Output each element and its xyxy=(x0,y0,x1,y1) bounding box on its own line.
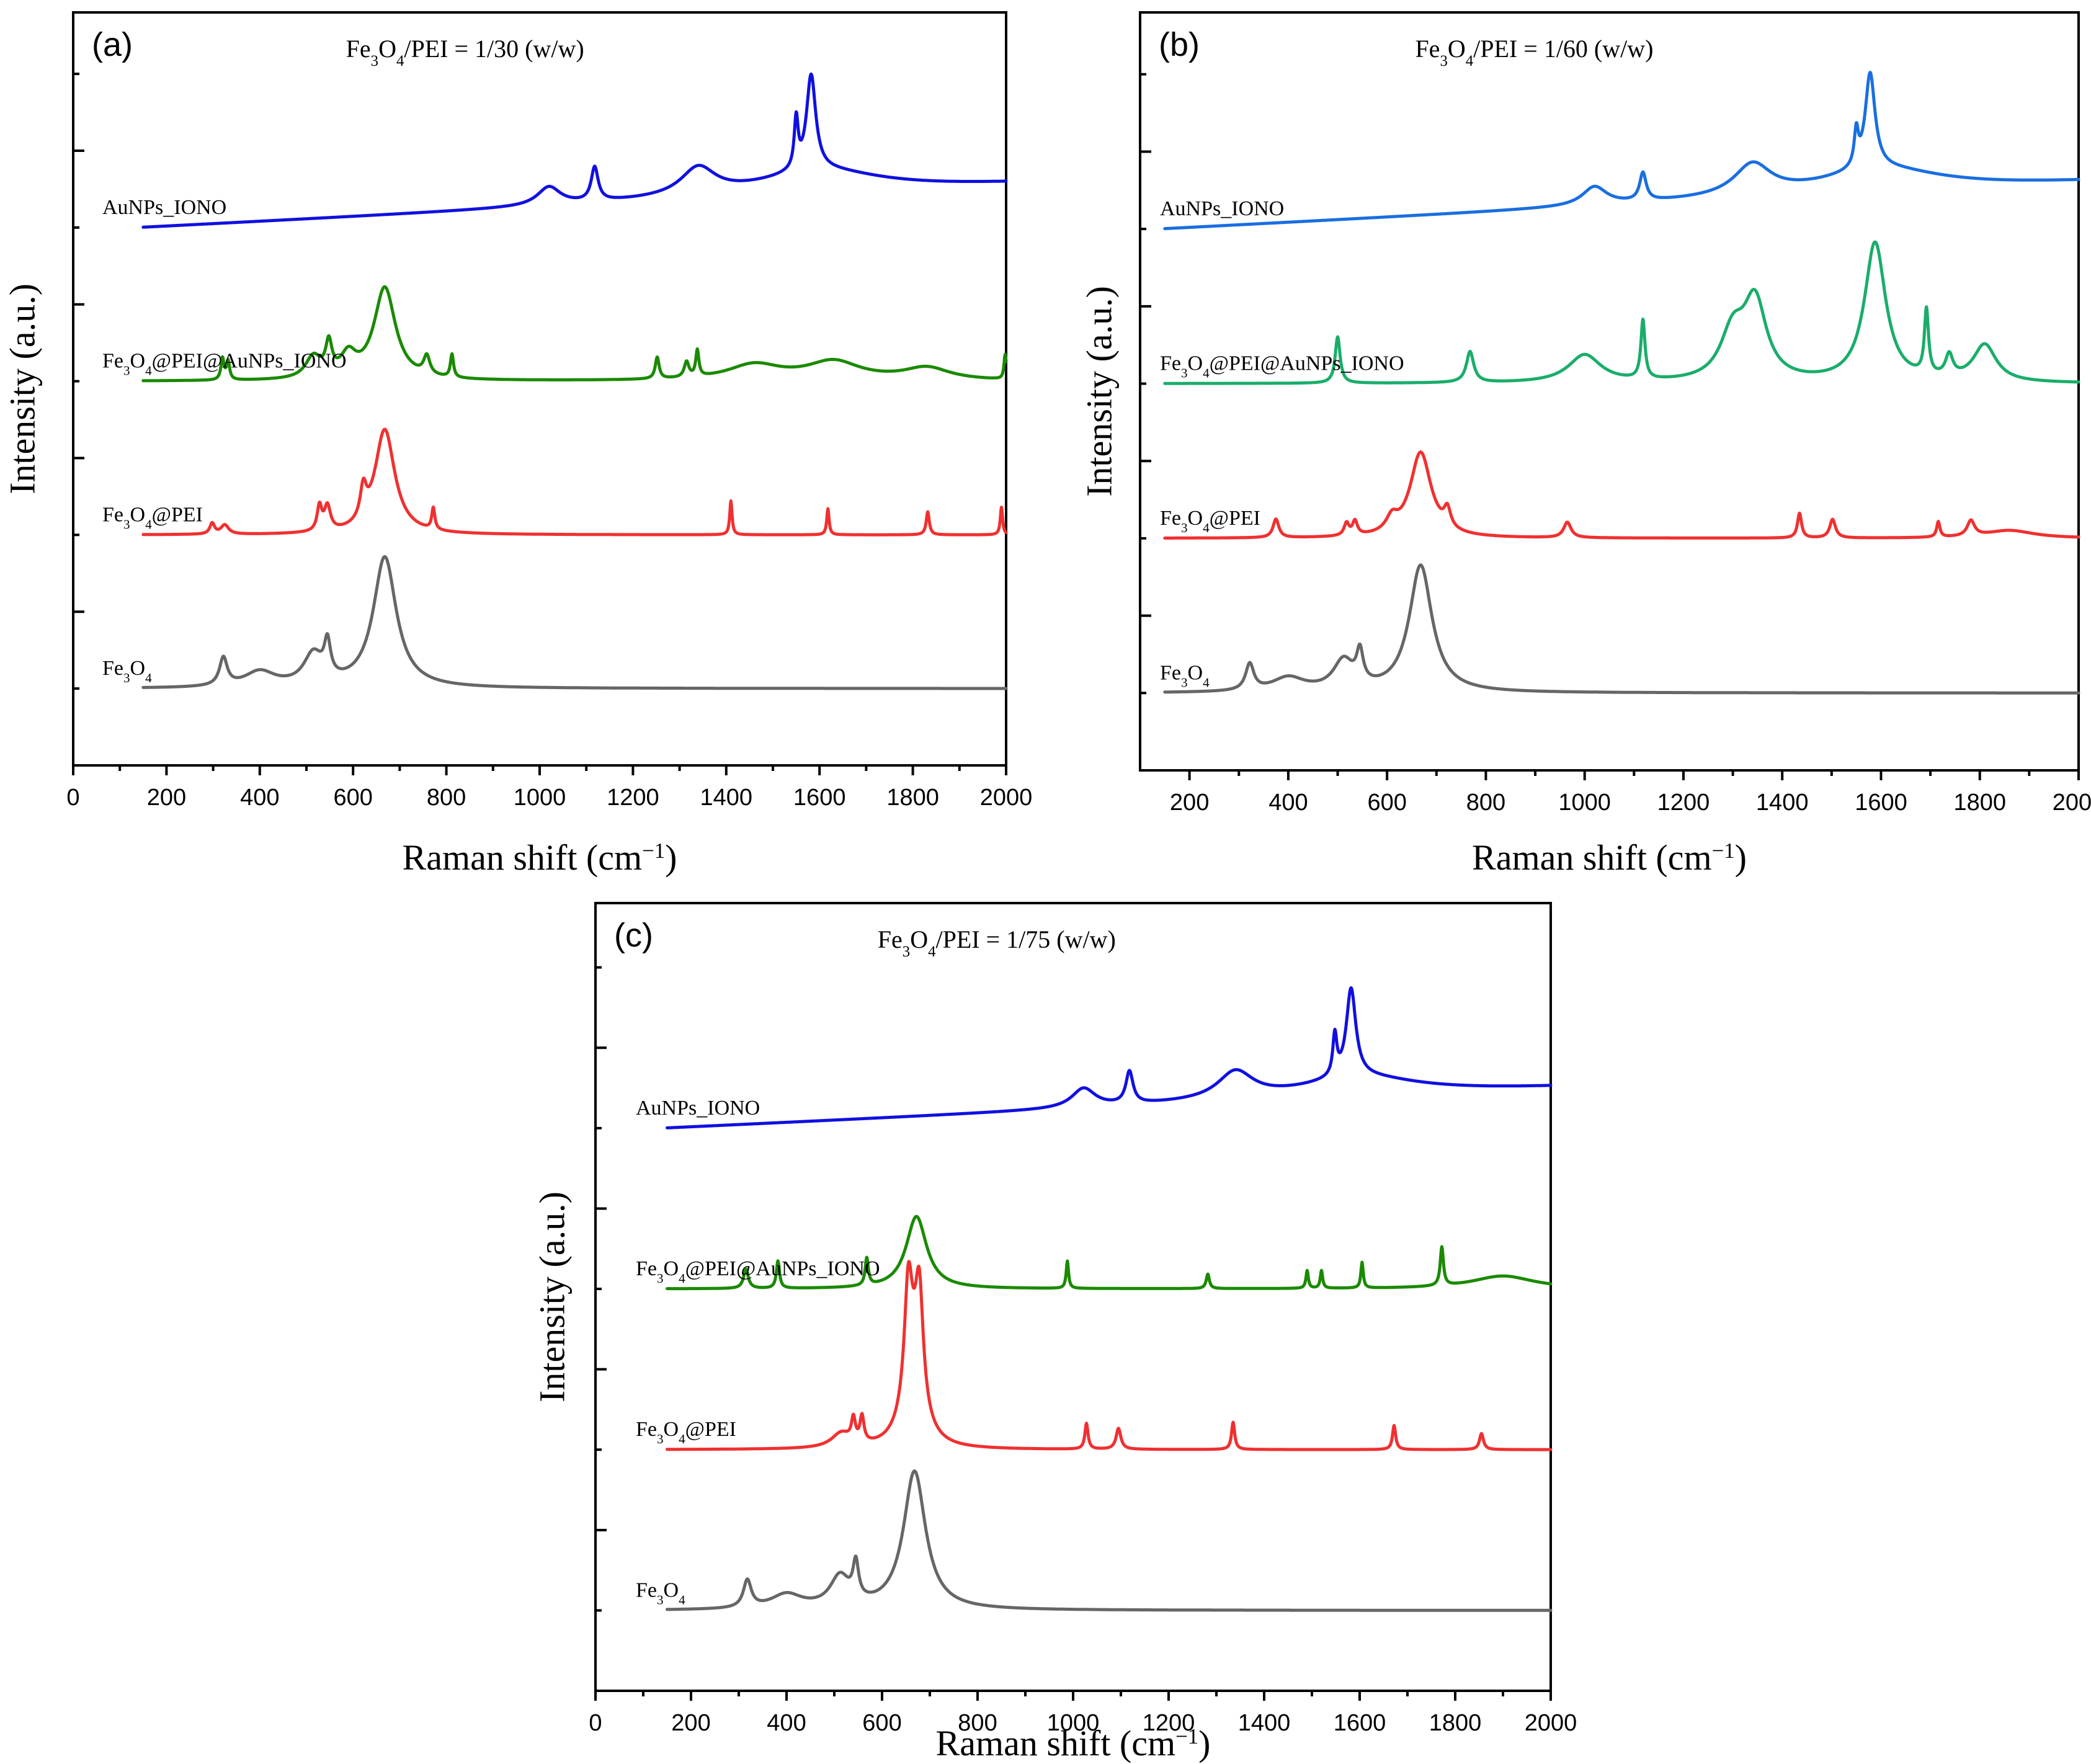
x-tick-label: 1400 xyxy=(700,785,753,811)
x-tick-label: 1200 xyxy=(1143,1710,1195,1736)
series-fe3o4-pei-aunps-iono xyxy=(1163,240,2080,385)
plot-frame xyxy=(1139,11,2080,772)
x-tick-label: 0 xyxy=(589,1710,602,1736)
x-tick-label: 200 xyxy=(1170,790,1209,816)
panel-c: 0 200 400 600 800 1000 1200 1400 1600 1800 2000 AuN… xyxy=(532,902,1577,1763)
x-tick-label: 1600 xyxy=(1855,790,1907,816)
plot-frame xyxy=(594,902,1552,1692)
x-axis-title: Raman shift (cm−1) xyxy=(403,837,677,878)
series-fe3o4-pei xyxy=(141,427,1008,537)
series-aunps-iono xyxy=(1163,71,2080,231)
x-tick-label: 2000 xyxy=(980,785,1033,811)
x-axis-title: Raman shift (cm−1) xyxy=(936,1723,1211,1763)
series-label: Fe3O4 xyxy=(1160,661,1210,690)
series-aunps-iono xyxy=(666,986,1553,1129)
x-tick-label: 1800 xyxy=(886,785,939,811)
x-tick-label: 1000 xyxy=(514,785,566,811)
series-fe3o4 xyxy=(1163,563,2080,695)
panel-label: (a) xyxy=(92,26,133,63)
series-aunps-iono xyxy=(141,72,1008,229)
panel-label: (c) xyxy=(614,917,653,954)
series-label: Fe3O4@PEI@AuNPs_IONO xyxy=(1160,352,1404,381)
chart-title: Fe3O4/PEI = 1/75 (w/w) xyxy=(878,925,1116,960)
x-tick-label: 600 xyxy=(862,1710,901,1736)
series-label: Fe3O4@PEI xyxy=(1160,507,1260,535)
series-label: AuNPs_IONO xyxy=(102,196,226,219)
panel-a: 0 200 400 600 800 1000 1200 1400 1600 1800 2000 AuN… xyxy=(2,11,1033,878)
series-fe3o4-pei xyxy=(666,1260,1553,1451)
x-tick-label: 800 xyxy=(1466,790,1505,816)
series-label: Fe3O4@PEI xyxy=(102,503,203,532)
x-tick-label: 2000 xyxy=(1525,1710,1577,1736)
series-fe3o4 xyxy=(141,555,1008,690)
y-axis-title: Intensity (a.u.) xyxy=(2,283,42,494)
x-tick-label: 400 xyxy=(767,1710,806,1736)
x-axis-title: Raman shift (cm−1) xyxy=(1472,837,1747,878)
x-tick-label: 2000 xyxy=(2053,790,2091,816)
series-fe3o4 xyxy=(666,1469,1553,1612)
x-tick-label: 800 xyxy=(958,1710,997,1736)
plot-frame xyxy=(72,11,1007,767)
x-tick-label: 400 xyxy=(240,785,279,811)
x-tick-label: 1000 xyxy=(1047,1710,1100,1736)
x-tick-label: 1200 xyxy=(607,785,659,811)
x-tick-label: 1800 xyxy=(1953,790,2006,816)
series-label: Fe3O4@PEI@AuNPs_IONO xyxy=(102,350,347,378)
x-tick-label: 400 xyxy=(1268,790,1308,816)
chart-title: Fe3O4/PEI = 1/60 (w/w) xyxy=(1415,35,1653,69)
panel-b: 200 400 600 800 1000 1200 1400 1600 1800 2000 AuNP… xyxy=(1079,11,2091,878)
x-tick-label: 800 xyxy=(427,785,466,811)
series-fe3o4-pei-aunps-iono xyxy=(666,1214,1553,1291)
x-tick-label: 1600 xyxy=(1334,1710,1386,1736)
series-label: Fe3O4 xyxy=(102,657,152,685)
x-tick-label: 600 xyxy=(333,785,372,811)
x-tick-label: 1400 xyxy=(1238,1710,1291,1736)
x-tick-label: 1400 xyxy=(1756,790,1809,816)
x-tick-label: 200 xyxy=(147,785,186,811)
chart-title: Fe3O4/PEI = 1/30 (w/w) xyxy=(346,35,584,69)
x-tick-label: 1600 xyxy=(793,785,846,811)
x-tick-label: 600 xyxy=(1367,790,1406,816)
series-label: Fe3O4 xyxy=(636,1579,685,1607)
y-axis-title: Intensity (a.u.) xyxy=(1079,286,1119,497)
series-label: Fe3O4@PEI@AuNPs_IONO xyxy=(636,1257,880,1286)
series-label: AuNPs_IONO xyxy=(1160,197,1284,220)
x-tick-label: 1200 xyxy=(1657,790,1710,816)
series-label: AuNPs_IONO xyxy=(636,1097,760,1120)
x-tick-label: 200 xyxy=(671,1710,710,1736)
y-axis-title: Intensity (a.u.) xyxy=(532,1192,572,1402)
series-label: Fe3O4@PEI xyxy=(636,1418,736,1446)
x-tick-label: 1000 xyxy=(1558,790,1611,816)
x-tick-label: 1800 xyxy=(1429,1710,1482,1736)
series-fe3o4-pei xyxy=(1163,450,2080,540)
x-tick-label: 0 xyxy=(66,785,79,811)
panel-label: (b) xyxy=(1159,26,1200,63)
series-fe3o4-pei-aunps-iono xyxy=(141,285,1008,383)
